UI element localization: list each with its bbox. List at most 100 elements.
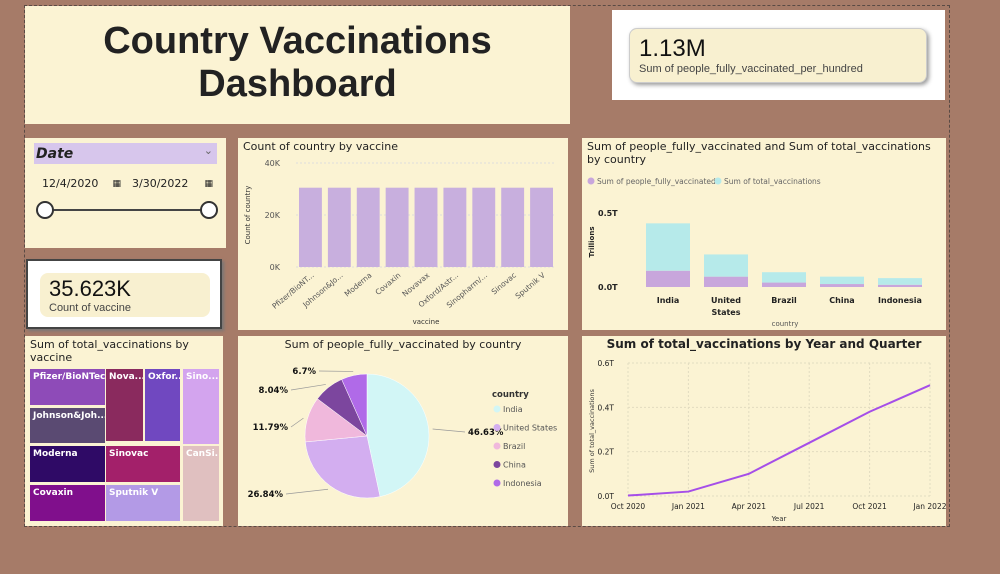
- calendar-icon[interactable]: ▦: [204, 179, 213, 189]
- x-tick-label: Jan 2022: [912, 502, 946, 511]
- treemap-tile[interactable]: Covaxin: [30, 485, 105, 521]
- pie-slice: [341, 373, 368, 437]
- end-date-input[interactable]: 3/30/2022 ▦: [127, 172, 215, 196]
- treemap-tile[interactable]: Sputnik V: [106, 485, 180, 521]
- bar: [472, 187, 496, 267]
- kpi-card-count-of-vaccine: 35.623K Count of vaccine: [40, 273, 210, 317]
- legend-title: country: [492, 390, 529, 400]
- bar-chart: 0K20K40KPfizer/BioNT...Johnson&Jo...Mode…: [244, 159, 556, 326]
- page-title-line2: Dashboard: [198, 63, 397, 105]
- legend-marker: [493, 405, 501, 413]
- report-canvas: [24, 5, 950, 527]
- calendar-icon[interactable]: ▦: [112, 179, 121, 189]
- x-tick-label: United: [711, 296, 741, 305]
- chart-title: Sum of total_vaccinations by vaccine: [30, 338, 189, 364]
- x-tick-label: Covaxin: [374, 270, 403, 296]
- y-tick-label: 0.5T: [598, 209, 618, 218]
- pie-slice: [366, 373, 430, 497]
- y-tick-label: 0.2T: [597, 448, 614, 457]
- bar-segment: [646, 223, 690, 271]
- treemap-tile[interactable]: Oxfor...: [145, 369, 180, 441]
- y-axis-title: Count of country: [244, 186, 252, 245]
- y-tick-label: 0.4T: [597, 403, 614, 412]
- bar: [530, 187, 553, 267]
- legend-label: United States: [503, 424, 557, 433]
- y-axis-title: Trillions: [588, 226, 596, 257]
- end-date-value: 3/30/2022: [132, 177, 189, 190]
- line-chart: 0.0T 0.2T 0.4T 0.6T Oct 2020 Jan 2021 Apr 2021…: [588, 359, 946, 523]
- bar: [414, 187, 438, 267]
- y-tick-label: 0.0T: [598, 283, 618, 292]
- slider-end-handle[interactable]: [200, 201, 218, 219]
- treemap-tile[interactable]: Johnson&Joh...: [30, 408, 105, 443]
- x-tick-label: Oct 2021: [852, 502, 887, 511]
- x-tick-label: Indonesia: [878, 296, 922, 305]
- x-axis-title: Year: [771, 515, 787, 523]
- date-slicer: Date ⌄ 12/4/2020 ▦ 3/30/2022 ▦: [25, 138, 226, 248]
- treemap-tile[interactable]: Sino...: [183, 369, 219, 444]
- bar-chart-panel: Count of country by vaccine 0K 20K 40K Pfiz…: [238, 138, 568, 330]
- legend-label: Indonesia: [503, 479, 542, 488]
- legend-label: Brazil: [503, 442, 525, 451]
- y-tick-label: 0K: [270, 263, 281, 272]
- slicer-header[interactable]: Date ⌄: [34, 143, 217, 164]
- y-tick-label: 0.0T: [597, 492, 614, 501]
- data-label: 6.7%: [292, 367, 316, 377]
- kpi-label: Sum of people_fully_vaccinated_per_hundr…: [639, 63, 863, 75]
- bar: [299, 187, 322, 267]
- x-tick-label: Brazil: [771, 296, 797, 305]
- treemap-panel: Sum of total_vaccinations by vaccine Pfi…: [25, 336, 223, 526]
- y-tick-label: 20K: [265, 211, 281, 220]
- slider-start-handle[interactable]: [36, 201, 54, 219]
- x-axis-title: country: [772, 320, 799, 328]
- treemap-tile[interactable]: Sinovac: [106, 446, 180, 482]
- pie-chart-panel: Sum of people_fully_vaccinated by countr…: [238, 336, 568, 526]
- y-tick-label: 40K: [265, 159, 281, 168]
- legend-marker: [587, 177, 595, 185]
- bar-segment: [704, 276, 748, 287]
- start-date-input[interactable]: 12/4/2020 ▦: [37, 172, 123, 196]
- bar-segment: [762, 272, 806, 283]
- pie-slice: [305, 435, 381, 499]
- pie-chart: 46.63% 26.84% 11.79% 8.04%6.7% country India U…: [248, 367, 558, 500]
- leader-line: [290, 384, 326, 391]
- treemap-tile[interactable]: Nova...: [106, 369, 143, 441]
- bar-segment: [878, 284, 922, 287]
- legend-marker: [714, 177, 722, 185]
- data-label: 11.79%: [253, 423, 289, 433]
- bar-segment: [878, 278, 922, 285]
- legend-marker: [493, 479, 501, 487]
- x-tick-label: States: [712, 308, 741, 317]
- leader-line: [285, 488, 329, 495]
- y-axis-title: Sum of total_vaccinations: [588, 388, 596, 472]
- data-label: 46.63%: [468, 428, 504, 438]
- treemap-tile[interactable]: CanSi...: [183, 446, 219, 521]
- bar-segment: [704, 254, 748, 277]
- chart-title: Sum of total_vaccinations by Year and Qu…: [606, 337, 922, 351]
- kpi-count-panel: 35.623K Count of vaccine: [26, 259, 222, 329]
- chevron-down-icon[interactable]: ⌄: [203, 144, 213, 157]
- legend-marker: [493, 424, 501, 431]
- bar: [501, 187, 525, 267]
- x-tick-label: India: [657, 296, 680, 305]
- chart-title: Sum of people_fully_vaccinated by countr…: [284, 338, 522, 351]
- kpi-card-fully-vaccinated-per-hundred: 1.13M Sum of people_fully_vaccinated_per…: [629, 28, 927, 83]
- treemap-tile[interactable]: Pfizer/BioNTech: [30, 369, 105, 405]
- slider-track[interactable]: [45, 209, 210, 211]
- leader-line: [432, 428, 466, 433]
- legend-label: China: [503, 461, 526, 470]
- legend-label: Sum of total_vaccinations: [724, 177, 821, 186]
- x-tick-label: Jul 2021: [793, 502, 825, 511]
- legend-label: Sum of people_fully_vaccinated: [597, 177, 716, 186]
- x-tick-label: Apr 2021: [732, 502, 767, 511]
- kpi-value: 1.13M: [639, 35, 706, 62]
- x-tick-label: Oct 2020: [611, 502, 646, 511]
- kpi-top-panel: 1.13M Sum of people_fully_vaccinated_per…: [612, 10, 945, 100]
- x-tick-label: China: [829, 296, 854, 305]
- treemap-tile[interactable]: Moderna: [30, 446, 105, 482]
- x-tick-label: Moderna: [343, 271, 374, 299]
- bar-segment: [762, 282, 806, 287]
- chart-title: Count of country by vaccine: [243, 140, 398, 153]
- kpi-value: 35.623K: [49, 276, 131, 301]
- line-chart-panel: Sum of total_vaccinations by Year and Qu…: [582, 336, 946, 526]
